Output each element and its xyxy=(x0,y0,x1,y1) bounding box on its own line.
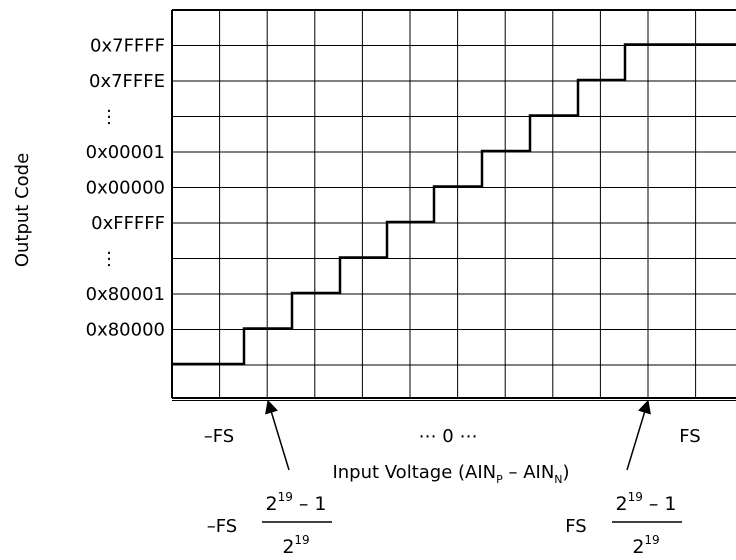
x-label-neg-fs: –FS xyxy=(204,426,234,447)
right-annotation: FS 219 – 1 219 xyxy=(565,490,682,558)
y-axis-title: Output Code xyxy=(12,153,33,267)
y-axis-ellipsis: ⋮ xyxy=(100,107,118,128)
y-axis-code-label: 0x80001 xyxy=(86,284,165,305)
left-annotation: –FS 219 – 1 219 xyxy=(207,490,332,558)
x-axis-title: Input Voltage (AINP – AINN) xyxy=(332,462,569,486)
right-annotation-prefix: FS xyxy=(565,516,586,537)
left-pointer-arrow xyxy=(265,399,290,471)
left-annotation-denominator: 219 xyxy=(282,533,309,558)
transfer-function-staircase xyxy=(172,43,736,366)
right-annotation-denominator: 219 xyxy=(632,533,659,558)
y-axis-code-label: 0x7FFFF xyxy=(90,36,165,57)
y-axis-code-label: 0xFFFFF xyxy=(91,213,165,234)
y-axis-code-label: 0x7FFFE xyxy=(89,71,165,92)
left-annotation-numerator: 219 – 1 xyxy=(265,490,326,515)
x-label-pos-fs: FS xyxy=(679,426,700,447)
y-axis-code-label: 0x00001 xyxy=(86,142,165,163)
y-axis-code-label: 0x00000 xyxy=(86,178,165,199)
left-annotation-prefix: –FS xyxy=(207,516,237,537)
y-axis-code-label: 0x80000 xyxy=(86,320,165,341)
right-pointer-arrow xyxy=(626,399,651,471)
grid xyxy=(171,9,736,401)
y-axis-labels: 0x7FFFF 0x7FFFE ⋮ 0x00001 0x00000 0xFFFFF ⋮ 0x8… xyxy=(86,36,165,341)
y-axis-ellipsis: ⋮ xyxy=(100,249,118,270)
right-annotation-numerator: 219 – 1 xyxy=(615,490,676,515)
x-label-zero: ⋯ 0 ⋯ xyxy=(419,426,478,447)
